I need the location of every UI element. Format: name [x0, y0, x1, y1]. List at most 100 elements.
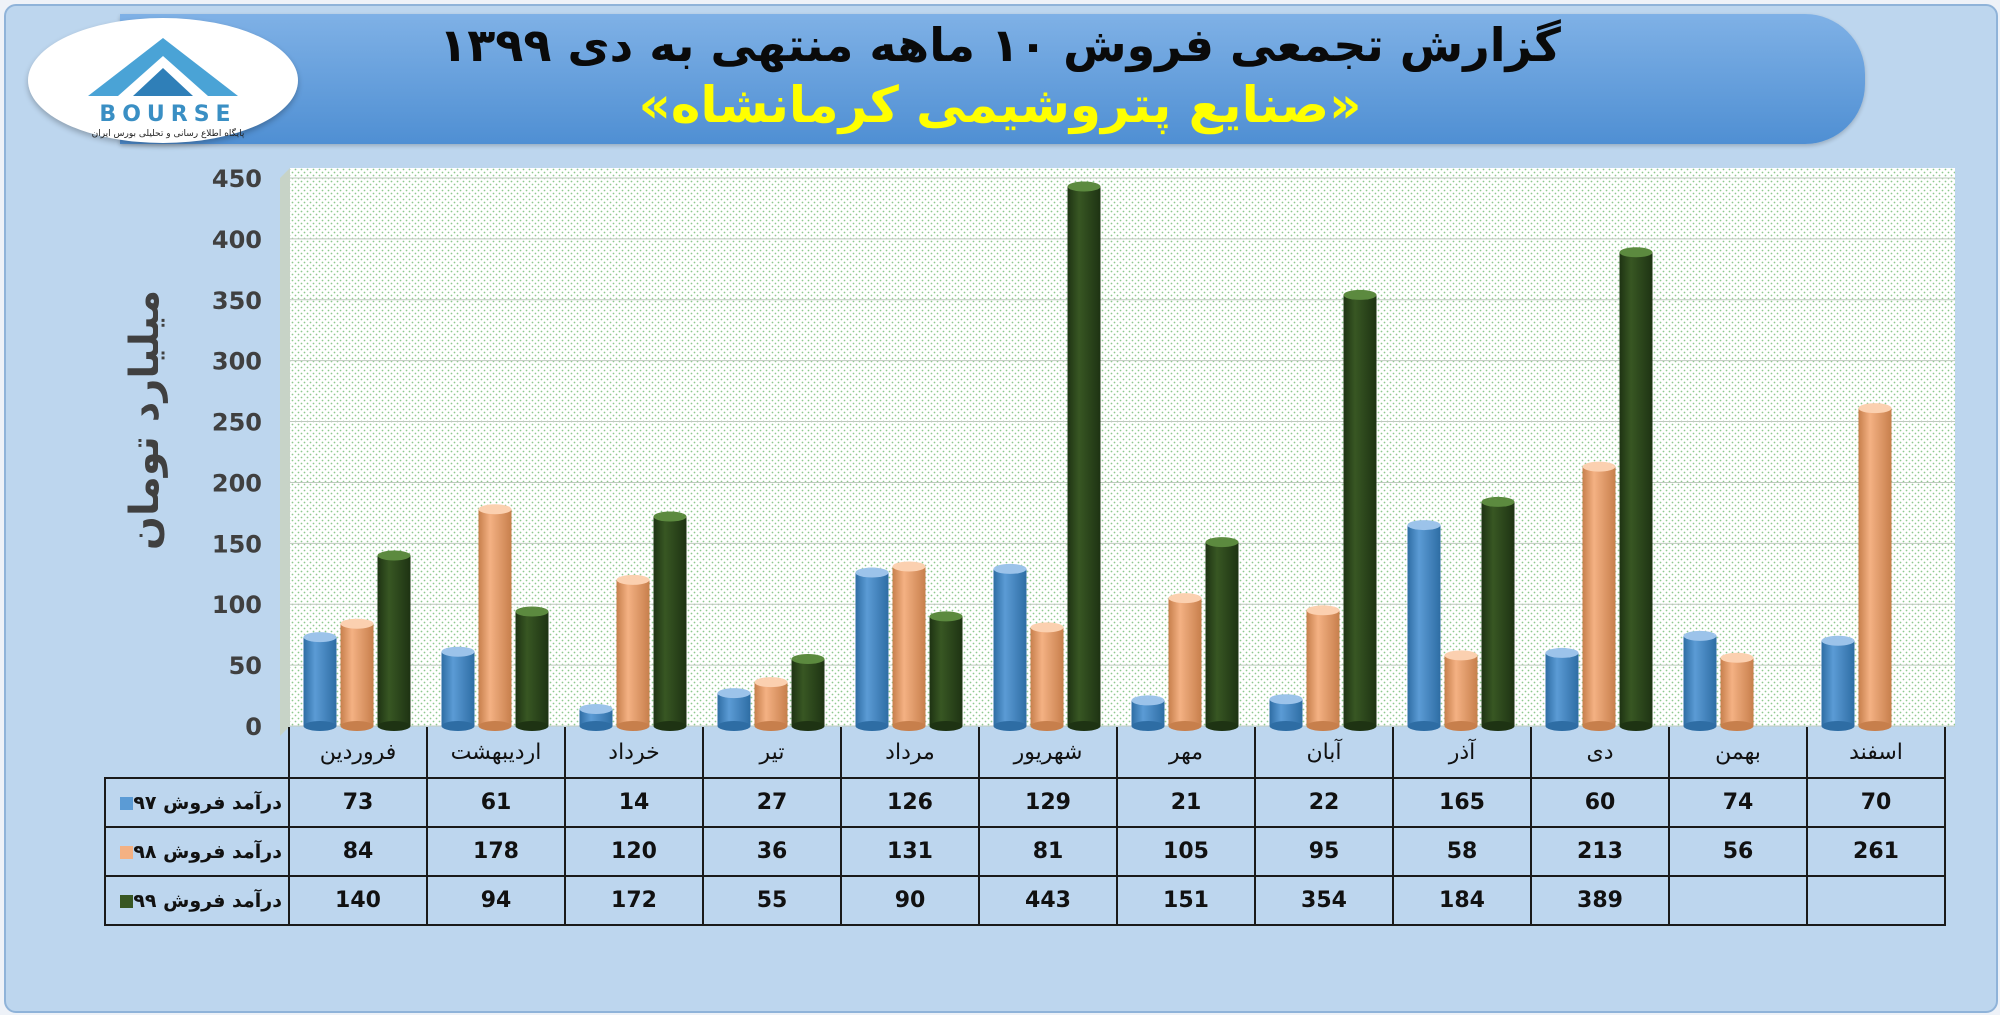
plot-side-wall: [280, 168, 290, 736]
bar-body: [1067, 186, 1101, 727]
bar-body: [616, 579, 650, 726]
data-label: [1806, 875, 1946, 926]
data-label: 94: [426, 875, 566, 926]
bar: [340, 618, 374, 731]
bar-top: [1545, 647, 1579, 658]
bar-body: [1683, 635, 1717, 726]
bar-top: [653, 511, 687, 522]
bar-body: [1720, 657, 1754, 726]
bar-body: [855, 572, 889, 726]
title-banner: [120, 14, 1865, 144]
bar-top: [1269, 694, 1303, 705]
logo-subtitle: پایگاه اطلاع رسانی و تحلیلی بورس ایران: [91, 129, 245, 139]
bar: [791, 654, 825, 731]
bar: [1030, 622, 1064, 731]
x-tick-label: اسفند: [1806, 727, 1946, 779]
data-label: 70: [1806, 777, 1946, 828]
bar: [929, 611, 963, 731]
bar: [616, 574, 650, 731]
data-label: 14: [564, 777, 704, 828]
y-tick-label: 250: [212, 409, 262, 437]
data-label: 84: [288, 826, 428, 877]
data-label: 172: [564, 875, 704, 926]
bar-top: [1481, 496, 1515, 507]
bar: [1481, 496, 1515, 731]
bar-body: [1545, 652, 1579, 726]
bar-body: [929, 616, 963, 726]
bar-top: [892, 561, 926, 572]
bar: [1444, 650, 1478, 731]
y-tick-label: 400: [212, 226, 262, 254]
data-label: 213: [1530, 826, 1670, 877]
x-tick-label: مهر: [1116, 727, 1256, 779]
bar-top: [993, 563, 1027, 574]
bar: [1269, 694, 1303, 731]
y-tick-label: 150: [212, 530, 262, 558]
bar: [1067, 181, 1101, 731]
legend-swatch: [120, 796, 134, 810]
data-label: 126: [840, 777, 980, 828]
legend-entry: درآمد فروش ۹۹: [104, 875, 290, 926]
legend-entry: درآمد فروش ۹۷: [104, 777, 290, 828]
data-label: 61: [426, 777, 566, 828]
x-tick-label: آذر: [1392, 727, 1532, 779]
bar-top: [855, 567, 889, 578]
bar: [1858, 403, 1892, 731]
bar: [653, 511, 687, 731]
data-label: 36: [702, 826, 842, 877]
data-label: 74: [1668, 777, 1808, 828]
bar: [855, 567, 889, 731]
bar: [515, 606, 549, 731]
data-label: 58: [1392, 826, 1532, 877]
bar: [478, 504, 512, 731]
data-label: 73: [288, 777, 428, 828]
data-label: 81: [978, 826, 1118, 877]
x-tick-label: خرداد: [564, 727, 704, 779]
bar-top: [1030, 622, 1064, 633]
bar: [303, 632, 337, 731]
data-label: 389: [1530, 875, 1670, 926]
bar: [441, 646, 475, 731]
data-label: 129: [978, 777, 1118, 828]
bar-body: [1582, 466, 1616, 726]
x-tick-label: فروردین: [288, 727, 428, 779]
bourse-logo: BOURSE پایگاه اطلاع رسانی و تحلیلی بورس …: [28, 18, 298, 143]
legend-swatch: [120, 894, 134, 908]
bar-body: [1444, 655, 1478, 726]
bar-body: [1030, 627, 1064, 726]
bar-top: [1205, 537, 1239, 548]
x-tick-label: اردیبهشت: [426, 727, 566, 779]
bar-body: [1168, 598, 1202, 726]
logo-icon: [88, 38, 238, 96]
data-label: 22: [1254, 777, 1394, 828]
data-label: 151: [1116, 875, 1256, 926]
chart-subtitle: «صنایع پتروشیمی کرمانشاه»: [638, 76, 1362, 134]
bar-top: [1619, 247, 1653, 258]
table-row: درآمد فروش ۹۸ 84 178 120 36 131 81 105 95 58 213 56…: [104, 826, 1946, 877]
bar-top: [1067, 181, 1101, 192]
bar-body: [1619, 252, 1653, 727]
bar-body: [1821, 640, 1855, 726]
bar-top: [441, 646, 475, 657]
legend-entry: درآمد فروش ۹۸: [104, 826, 290, 877]
x-tick-label: تیر: [702, 727, 842, 779]
bar: [1168, 593, 1202, 731]
x-tick-label: دی: [1530, 727, 1670, 779]
bar-body: [1407, 525, 1441, 726]
bar: [1821, 635, 1855, 731]
bar-body: [1858, 408, 1892, 726]
bar-top: [1821, 635, 1855, 646]
bar-body: [515, 611, 549, 726]
table-row: درآمد فروش ۹۹ 140 94 172 55 90 443 151 354 184 389: [104, 875, 1946, 926]
bar-top: [377, 550, 411, 561]
bar-top: [1720, 652, 1754, 663]
bar: [377, 550, 411, 731]
bar-body: [1306, 610, 1340, 726]
bar-top: [717, 688, 751, 699]
bar-top: [1168, 593, 1202, 604]
bar: [892, 561, 926, 731]
bar: [717, 688, 751, 731]
bar-top: [791, 654, 825, 665]
data-label: 120: [564, 826, 704, 877]
